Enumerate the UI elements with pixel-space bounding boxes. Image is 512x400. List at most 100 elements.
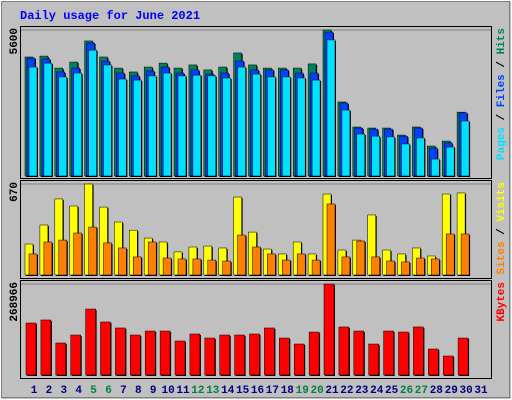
bar: [85, 308, 96, 376]
bar: [293, 343, 305, 376]
bar: [103, 64, 112, 177]
bar: [445, 233, 455, 276]
legend-entry: Hits: [496, 28, 508, 54]
bar: [442, 355, 454, 376]
bar: [133, 79, 142, 177]
bar: [356, 240, 366, 276]
y-tick-label: 268966: [9, 282, 21, 322]
bar: [43, 62, 53, 177]
bar: [264, 327, 275, 376]
bar: [88, 49, 97, 177]
bar: [88, 226, 97, 276]
x-tick-label: 5: [90, 385, 97, 397]
legend-separator: /: [496, 54, 508, 74]
bar: [40, 319, 52, 376]
bar: [401, 143, 410, 177]
bar: [460, 120, 470, 177]
bar: [207, 75, 217, 177]
legend-entry: Sites: [496, 241, 508, 274]
bar: [147, 241, 157, 276]
bar: [341, 109, 351, 177]
x-tick-label: 21: [325, 385, 339, 397]
legend-separator: /: [496, 222, 508, 242]
x-tick-label: 6: [105, 385, 112, 397]
x-tick-label: 23: [355, 385, 369, 397]
bar: [237, 234, 246, 276]
bar: [207, 259, 217, 276]
legend-separator: /: [496, 107, 508, 127]
bar: [386, 136, 395, 177]
bar: [222, 77, 231, 177]
x-tick-label: 27: [415, 385, 428, 397]
bar: [192, 258, 202, 276]
bar: [189, 333, 201, 376]
bar: [177, 75, 187, 177]
bar: [118, 247, 127, 276]
bar: [311, 259, 321, 276]
legend: Sites / Visits: [496, 182, 508, 274]
x-tick-label: 25: [385, 385, 399, 397]
bar: [130, 334, 141, 376]
bar: [70, 334, 81, 376]
bar: [460, 233, 470, 276]
bar: [326, 203, 336, 276]
bar: [311, 79, 321, 177]
legend-entry: KBytes: [496, 282, 508, 322]
bar: [431, 158, 440, 177]
legend: Pages / Files / Hits: [496, 28, 508, 160]
bar: [219, 334, 230, 376]
bar: [144, 330, 156, 376]
bar: [249, 333, 260, 376]
x-tick-label: 16: [251, 385, 264, 397]
x-tick-label: 11: [176, 385, 190, 397]
x-tick-label: 1: [31, 385, 38, 397]
bar: [267, 253, 276, 276]
bar: [252, 246, 261, 276]
x-tick-label: 8: [135, 385, 142, 397]
bar: [457, 337, 469, 376]
bar: [100, 321, 111, 376]
bar: [28, 253, 38, 276]
bar: [416, 137, 425, 177]
y-tick-label: 5600: [9, 28, 21, 54]
bar: [237, 66, 246, 177]
x-tick-label: 24: [370, 385, 384, 397]
bar: [296, 77, 306, 177]
bar: [371, 135, 380, 177]
bar: [371, 256, 380, 276]
bar: [73, 72, 82, 177]
bar: [25, 322, 37, 376]
bar: [222, 260, 231, 276]
bar: [445, 146, 455, 177]
bar: [428, 348, 439, 376]
bar: [401, 261, 410, 276]
x-tick-label: 13: [206, 385, 220, 397]
x-tick-label: 10: [161, 385, 174, 397]
x-tick-label: 18: [281, 385, 295, 397]
bar: [73, 232, 82, 276]
x-tick-label: 17: [266, 385, 279, 397]
x-tick-label: 15: [236, 385, 250, 397]
bar: [353, 330, 365, 376]
x-tick-label: 19: [296, 385, 309, 397]
legend: KBytes: [496, 282, 508, 322]
x-tick-label: 7: [120, 385, 127, 397]
bar: [296, 253, 306, 276]
bar: [115, 327, 126, 376]
bar: [118, 78, 127, 177]
bar: [368, 343, 379, 376]
legend-entry: Visits: [496, 182, 508, 222]
x-tick-label: 28: [430, 385, 444, 397]
bar: [58, 76, 68, 177]
x-tick-label: 31: [474, 385, 488, 397]
bar: [177, 258, 187, 276]
bar: [279, 337, 290, 376]
bar: [162, 257, 172, 276]
bar: [308, 331, 320, 376]
legend-entry: Files: [496, 74, 508, 107]
bar: [282, 259, 291, 276]
x-tick-label: 14: [221, 385, 235, 397]
bar: [28, 66, 38, 177]
